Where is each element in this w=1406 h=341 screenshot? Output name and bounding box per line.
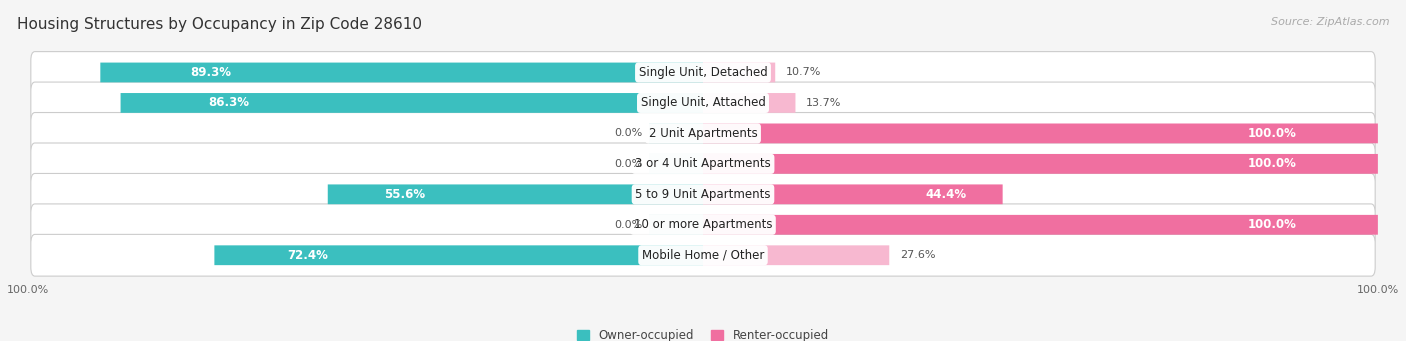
FancyBboxPatch shape bbox=[703, 63, 775, 83]
Text: 13.7%: 13.7% bbox=[806, 98, 842, 108]
FancyBboxPatch shape bbox=[100, 63, 703, 83]
FancyBboxPatch shape bbox=[121, 93, 703, 113]
FancyBboxPatch shape bbox=[703, 93, 796, 113]
Legend: Owner-occupied, Renter-occupied: Owner-occupied, Renter-occupied bbox=[572, 324, 834, 341]
Text: 2 Unit Apartments: 2 Unit Apartments bbox=[648, 127, 758, 140]
Text: 55.6%: 55.6% bbox=[384, 188, 425, 201]
FancyBboxPatch shape bbox=[31, 234, 1375, 276]
Text: 5 to 9 Unit Apartments: 5 to 9 Unit Apartments bbox=[636, 188, 770, 201]
Text: 89.3%: 89.3% bbox=[191, 66, 232, 79]
Text: 10.7%: 10.7% bbox=[786, 68, 821, 77]
FancyBboxPatch shape bbox=[703, 246, 889, 265]
Text: 27.6%: 27.6% bbox=[900, 250, 935, 260]
Text: Mobile Home / Other: Mobile Home / Other bbox=[641, 249, 765, 262]
FancyBboxPatch shape bbox=[31, 82, 1375, 124]
Text: 44.4%: 44.4% bbox=[925, 188, 967, 201]
Text: Housing Structures by Occupancy in Zip Code 28610: Housing Structures by Occupancy in Zip C… bbox=[17, 17, 422, 32]
Text: Single Unit, Detached: Single Unit, Detached bbox=[638, 66, 768, 79]
Text: 100.0%: 100.0% bbox=[1249, 218, 1296, 231]
Text: 86.3%: 86.3% bbox=[208, 97, 249, 109]
FancyBboxPatch shape bbox=[703, 215, 1378, 235]
FancyBboxPatch shape bbox=[650, 215, 703, 235]
FancyBboxPatch shape bbox=[214, 246, 703, 265]
FancyBboxPatch shape bbox=[31, 113, 1375, 154]
FancyBboxPatch shape bbox=[703, 123, 1378, 143]
FancyBboxPatch shape bbox=[703, 154, 1378, 174]
Text: 0.0%: 0.0% bbox=[614, 159, 643, 169]
Text: Source: ZipAtlas.com: Source: ZipAtlas.com bbox=[1271, 17, 1389, 27]
Text: 100.0%: 100.0% bbox=[1249, 157, 1296, 170]
Text: 3 or 4 Unit Apartments: 3 or 4 Unit Apartments bbox=[636, 157, 770, 170]
Text: Single Unit, Attached: Single Unit, Attached bbox=[641, 97, 765, 109]
FancyBboxPatch shape bbox=[31, 143, 1375, 185]
FancyBboxPatch shape bbox=[31, 174, 1375, 215]
Text: 72.4%: 72.4% bbox=[288, 249, 329, 262]
Text: 10 or more Apartments: 10 or more Apartments bbox=[634, 218, 772, 231]
Text: 0.0%: 0.0% bbox=[614, 129, 643, 138]
Text: 100.0%: 100.0% bbox=[1249, 127, 1296, 140]
FancyBboxPatch shape bbox=[31, 51, 1375, 93]
FancyBboxPatch shape bbox=[31, 204, 1375, 246]
FancyBboxPatch shape bbox=[650, 123, 703, 143]
FancyBboxPatch shape bbox=[703, 184, 1002, 204]
FancyBboxPatch shape bbox=[650, 154, 703, 174]
FancyBboxPatch shape bbox=[328, 184, 703, 204]
Text: 0.0%: 0.0% bbox=[614, 220, 643, 230]
